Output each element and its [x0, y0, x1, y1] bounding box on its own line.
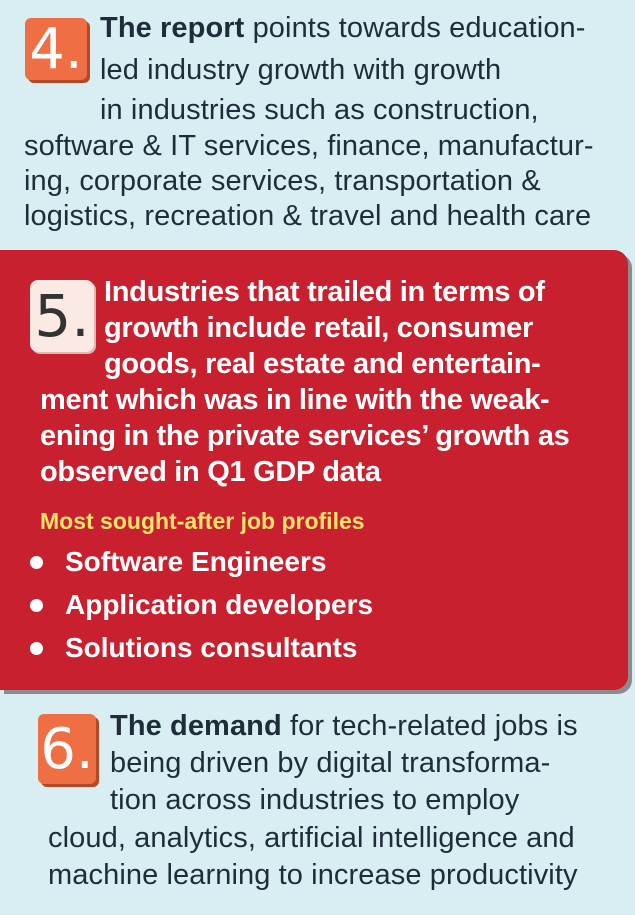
item-text: tion across industries to employ — [110, 784, 520, 816]
number-badge: 4. — [25, 17, 87, 82]
list-item: Software Engineers — [30, 546, 326, 578]
item-line: Industries that trailed in terms of — [104, 274, 545, 310]
item-text: machine learning to increase productivit… — [48, 859, 578, 891]
item-text: cloud, analytics, artificial intelligenc… — [48, 822, 575, 854]
item-text: software & IT services, finance, manufac… — [24, 130, 594, 162]
item-lead: Industries that — [104, 276, 300, 308]
bullet-text: Solutions consultants — [65, 632, 358, 663]
item-text: trailed in terms of — [299, 276, 545, 308]
item-text: for tech-related jobs is — [281, 710, 578, 742]
number-badge: 5. — [30, 280, 94, 352]
item-line: The report points towards education- — [100, 10, 586, 46]
item-text: logistics, recreation & travel and healt… — [24, 200, 592, 232]
bullet-icon — [30, 598, 43, 612]
bullet-text: Application developers — [65, 589, 374, 620]
item-text: led industry growth with growth — [100, 54, 502, 86]
item-text: in industries such as construction, — [100, 94, 539, 126]
item-line: The demand for tech-related jobs is — [110, 708, 578, 744]
item-text: ment which was in line with the weak- — [40, 384, 550, 416]
list-item: Solutions consultants — [30, 632, 357, 664]
item-text: ening in the private services’ growth as — [40, 420, 570, 452]
item-6: 6. The demand for tech-related jobs is b… — [0, 700, 635, 915]
bullet-text: Software Engineers — [65, 546, 327, 577]
item-text: ing, corporate services, transportation … — [24, 165, 541, 197]
item-text: being driven by digital transforma- — [110, 747, 551, 779]
job-profiles-heading: Most sought-after job profiles — [40, 508, 365, 534]
item-4: 4. The report points towards education- … — [0, 0, 635, 245]
item-lead: The report — [100, 12, 245, 44]
bullet-icon — [30, 555, 43, 569]
item-lead: The demand — [110, 710, 282, 742]
item-5-card: 5. Industries that trailed in terms of g… — [0, 250, 628, 690]
bullet-icon — [30, 641, 43, 655]
item-text: growth include retail, consumer — [104, 312, 533, 344]
item-text: observed in Q1 GDP data — [40, 456, 381, 488]
item-text: goods, real estate and entertain- — [104, 348, 541, 380]
item-text: points towards education- — [244, 12, 586, 44]
number-badge: 6. — [38, 714, 96, 784]
list-item: Application developers — [30, 589, 373, 621]
